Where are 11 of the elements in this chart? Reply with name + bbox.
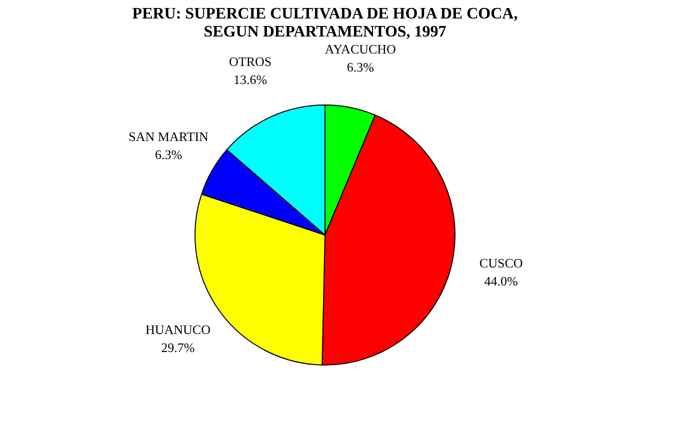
data-label: 29.7% [161, 340, 195, 355]
slice-label: CUSCO [479, 255, 523, 270]
slice-label: HUANUCO [145, 322, 210, 337]
slice-label: AYACUCHO [324, 42, 396, 57]
chart-title: PERU: SUPERCIE CULTIVADA DE HOJA DE COCA, SEGUN DEPARTAMENTOS, 1997 [132, 6, 518, 41]
data-label: 13.6% [234, 72, 268, 88]
data-label: 6.3% [155, 146, 182, 162]
data-label: 6.3% [346, 60, 374, 75]
data-label: 44.0% [484, 273, 518, 288]
slice-label: OTROS [229, 54, 272, 70]
slice-label: SAN MARTIN [128, 128, 210, 144]
